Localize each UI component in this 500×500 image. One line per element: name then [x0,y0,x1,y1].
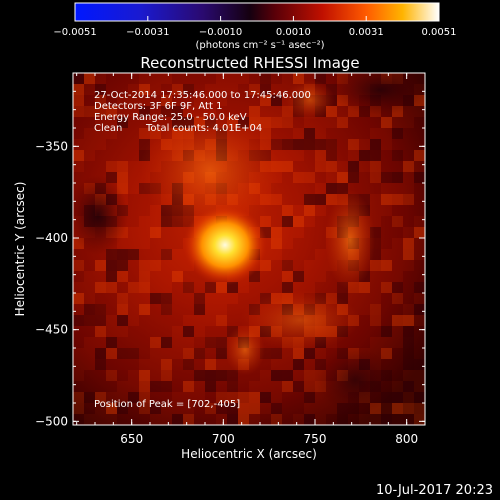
colorbar-tick-label: 0.0010 [276,27,311,38]
colorbar-ticks: −0.0051 −0.0031 −0.0010 0.0010 0.0031 0.0051 [53,16,457,38]
x-tick-label: 800 [395,432,418,446]
y-tick-label: −400 [35,231,68,245]
x-axis-label: Heliocentric X (arcsec) [181,447,317,461]
info-total-counts: Total counts: 4.01E+04 [145,123,262,134]
colorbar [74,2,440,22]
plot-title: Reconstructed RHESSI Image [140,54,359,72]
y-tick-label: −350 [35,139,68,153]
peak-position: Position of Peak = [702,-405] [94,399,240,410]
info-energy-range: Energy Range: 25.0 - 50.0 keV [94,112,247,123]
colorbar-tick-label: −0.0010 [199,27,242,38]
rhessi-image [73,73,425,425]
x-tick-label: 700 [212,432,235,446]
colorbar-tick-label: 0.0051 [422,27,457,38]
emission-peak [183,205,267,285]
colorbar-tick-label: −0.0031 [126,27,169,38]
info-time-range: 27-Oct-2014 17:35:46.000 to 17:45:46.000 [94,90,311,101]
x-tick-label: 650 [120,432,143,446]
colorbar-tick-label: 0.0031 [349,27,384,38]
plot-frame [72,72,426,426]
colorbar-tick-label: −0.0051 [53,27,96,38]
x-tick-label: 750 [304,432,327,446]
axis-ticks: 650 700 750 800 −350 −400 −450 −500 [35,72,426,446]
colorbar-unit-label: (photons cm⁻² s⁻¹ asec⁻²) [195,40,324,51]
y-axis-label: Heliocentric Y (arcsec) [13,182,27,317]
y-tick-label: −450 [35,323,68,337]
footer-date: 10-Jul-2017 20:23 [376,483,493,498]
y-tick-label: −500 [35,414,68,428]
info-method: Clean [94,123,122,134]
info-detectors: Detectors: 3F 6F 9F, Att 1 [94,101,222,112]
